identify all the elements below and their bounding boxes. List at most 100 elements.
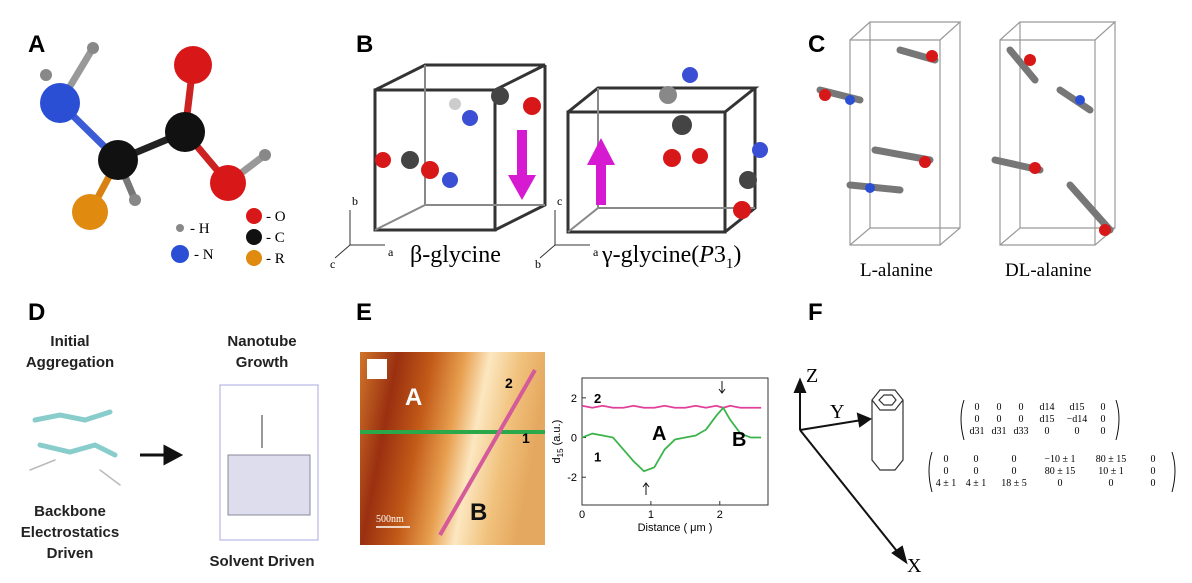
matrix-cell: 80 ± 15: [1045, 466, 1076, 477]
caption: Initial: [50, 333, 89, 350]
matrix-cell: 0: [974, 454, 979, 465]
matrix-cell: 0: [997, 402, 1002, 413]
image-label: 2: [505, 375, 513, 391]
y-tick-label: 2: [571, 393, 577, 405]
arrow: [643, 483, 649, 495]
scale-label: 500nm: [376, 514, 404, 525]
tensor-matrices: 000d14d150000d15−d140d31d31d33000000−10 …: [929, 400, 1175, 492]
annotation: A: [652, 423, 666, 445]
matrix-cell: d31: [970, 426, 985, 437]
label-part: (a.u.): [551, 420, 563, 449]
panel-label: A: [28, 31, 45, 58]
axis-letter: Y: [830, 401, 844, 423]
caption: Aggregation: [26, 354, 114, 371]
legend-dot: [176, 224, 184, 232]
series-label: 1: [594, 450, 601, 465]
caption: Nanotube: [227, 333, 296, 350]
bracket: [929, 452, 932, 492]
matrix-cell: 0: [974, 466, 979, 477]
axis-letter: c: [557, 194, 562, 208]
name-part: γ-glycine(: [601, 242, 699, 268]
matrix-cell: 0: [944, 466, 949, 477]
panel-label: C: [808, 31, 825, 58]
matrix-cell: 0: [1151, 466, 1156, 477]
axis-letter: a: [388, 245, 394, 259]
peptide: [30, 412, 120, 485]
matrix-cell: 18 ± 5: [1001, 478, 1027, 489]
arrow: [719, 381, 725, 393]
annotation: B: [732, 429, 746, 451]
arrow: [508, 130, 536, 200]
x-axis-label: Distance ( μm ): [638, 522, 713, 534]
caption: Growth: [236, 354, 289, 371]
legend-dot: [246, 250, 262, 266]
matrix-cell: d15: [1070, 402, 1085, 413]
matrix-cell: 0: [1045, 426, 1050, 437]
matrix-cell: d14: [1040, 402, 1055, 413]
name-part: 3: [714, 242, 726, 268]
legend-entry: - O: [266, 209, 286, 225]
image-label: A: [405, 384, 422, 411]
matrix-cell: 4 ± 1: [936, 478, 957, 489]
molecule: [40, 42, 271, 230]
structure-name: γ-glycine(P31): [601, 242, 741, 272]
structure-name: DL-alanine: [1005, 260, 1092, 281]
marker: [367, 359, 387, 379]
panel-label: B: [356, 31, 373, 58]
legend-dot: [171, 245, 189, 263]
axis-letter: a: [593, 245, 599, 259]
nanotube: [228, 455, 310, 515]
matrix-cell: d15: [1040, 414, 1055, 425]
matrix-cell: 0: [1012, 466, 1017, 477]
name-part: ): [733, 242, 741, 268]
caption: Backbone: [34, 503, 106, 520]
nanotube: [872, 390, 903, 470]
matrix-cell: 0: [1151, 478, 1156, 489]
matrix-cell: 0: [1019, 402, 1024, 413]
matrix-cell: −10 ± 1: [1044, 454, 1075, 465]
name-part: 1: [726, 256, 734, 272]
matrix-cell: 0: [1109, 478, 1114, 489]
matrix-cell: 0: [1101, 402, 1106, 413]
y-tick-label: -2: [567, 472, 577, 484]
matrix-cell: 0: [1058, 478, 1063, 489]
bracket: [961, 400, 964, 440]
axis-letter: b: [535, 257, 541, 271]
axis-letter: c: [330, 257, 335, 271]
panel-label: F: [808, 299, 823, 326]
matrix-cell: 0: [1151, 454, 1156, 465]
matrix-cell: 80 ± 15: [1096, 454, 1127, 465]
matrix-cell: 10 ± 1: [1098, 466, 1124, 477]
matrix-cell: 0: [1101, 426, 1106, 437]
matrix-cell: 4 ± 1: [966, 478, 987, 489]
legend-entry: - H: [190, 221, 210, 237]
matrix-cell: −d14: [1067, 414, 1088, 425]
y-axis-label: d15 (a.u.): [551, 420, 565, 464]
bracket: [1172, 452, 1175, 492]
bracket: [1116, 400, 1119, 440]
matrix-cell: 0: [1075, 426, 1080, 437]
legend-entry: - R: [266, 251, 285, 267]
structure-name: L-alanine: [860, 260, 933, 281]
axis-letter: X: [907, 555, 922, 577]
panel-label: E: [356, 299, 372, 326]
x-tick-label: 0: [579, 509, 585, 521]
legend-entry: - N: [194, 247, 214, 263]
structure-name: β-glycine: [410, 242, 501, 268]
legend-dot: [246, 229, 262, 245]
matrix-cell: 0: [944, 454, 949, 465]
matrix-cell: 0: [997, 414, 1002, 425]
y-tick-label: 0: [571, 433, 577, 445]
image-label: 1: [522, 430, 530, 446]
axis-letter: Z: [806, 365, 818, 387]
matrix-cell: d31: [992, 426, 1007, 437]
matrix-cell: 0: [1101, 414, 1106, 425]
axes-icon: [795, 380, 906, 562]
series-line: [582, 406, 761, 408]
panel-label: D: [28, 299, 45, 326]
arrow: [140, 447, 180, 463]
matrix-cell: d33: [1014, 426, 1029, 437]
name-part: P: [698, 242, 714, 268]
legend-entry: - C: [266, 230, 285, 246]
arrow: [587, 138, 615, 205]
